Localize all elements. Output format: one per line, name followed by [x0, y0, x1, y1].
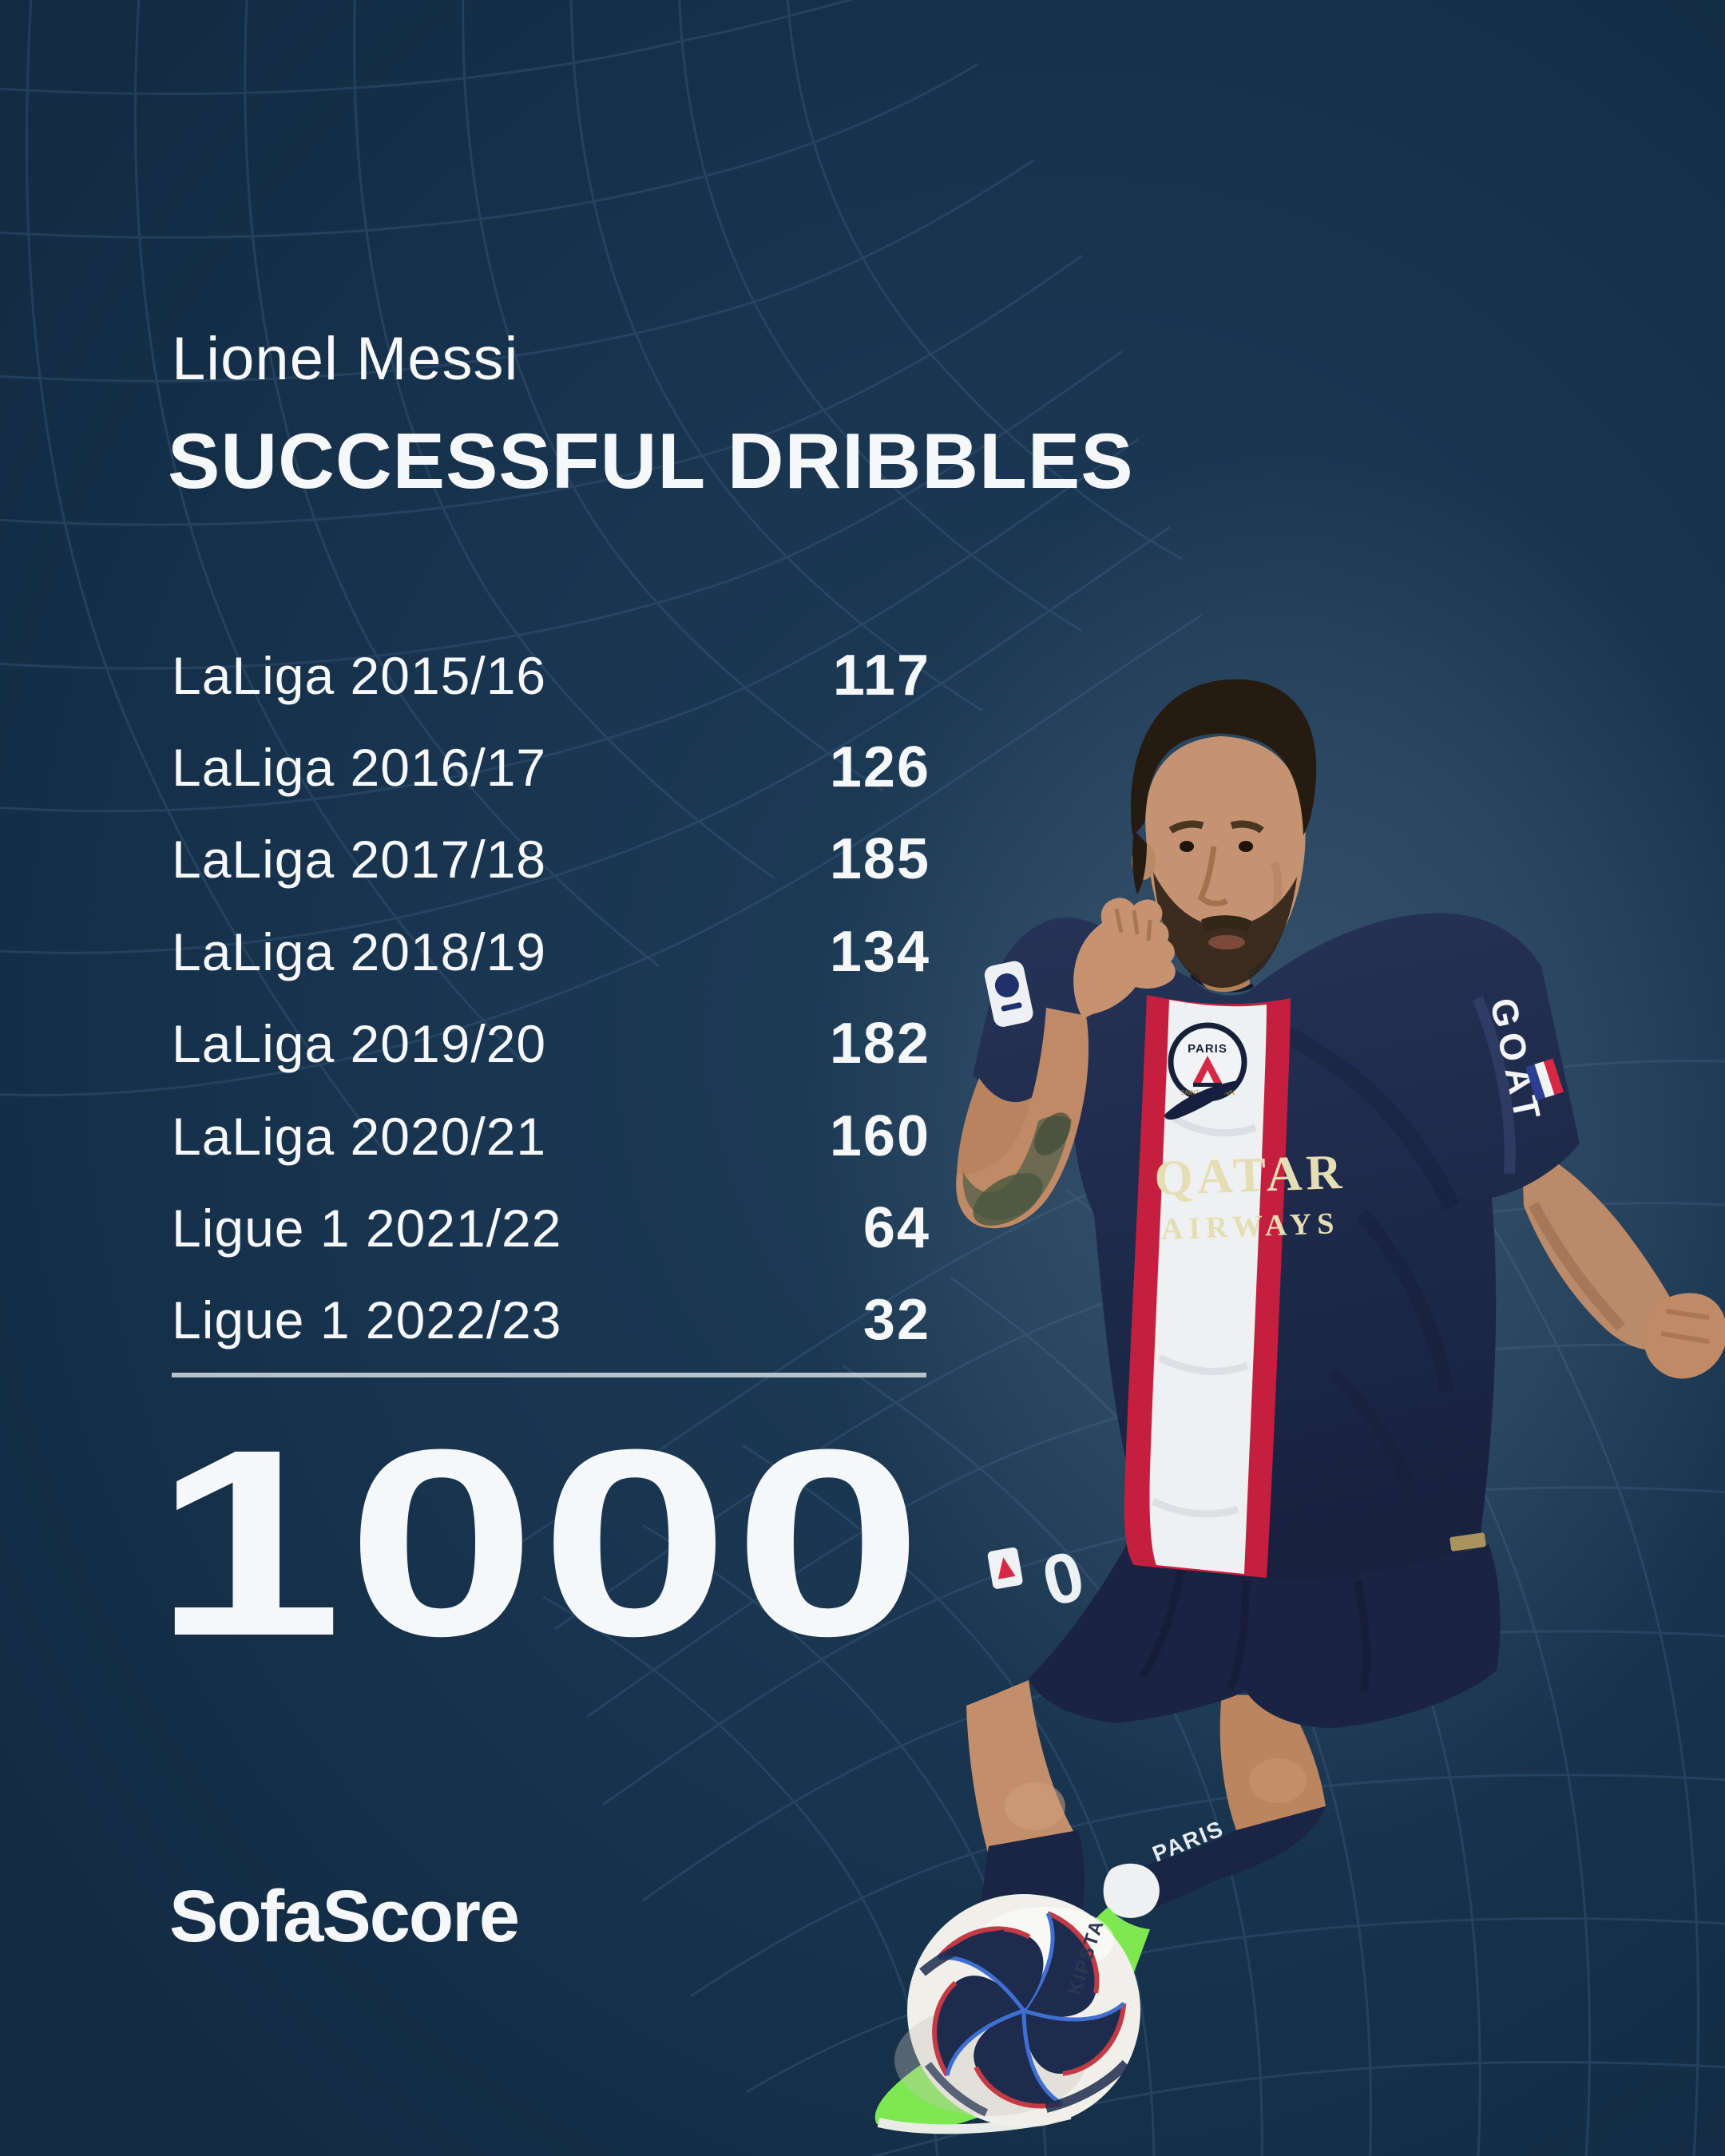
stat-label: Ligue 1 2021/22	[172, 1199, 562, 1258]
divider-line	[172, 1373, 926, 1377]
page-title: SUCCESSFUL DRIBBLES	[168, 417, 1134, 505]
stat-value: 64	[862, 1196, 930, 1261]
stat-label: LaLiga 2016/17	[172, 738, 547, 798]
stat-value: 32	[862, 1288, 930, 1353]
stat-row: LaLiga 2016/17 126	[172, 721, 930, 813]
stat-row: LaLiga 2015/16 117	[172, 629, 930, 721]
stat-row: Ligue 1 2022/23 32	[172, 1274, 930, 1366]
player-name: Lionel Messi	[172, 325, 519, 393]
stat-label: Ligue 1 2022/23	[172, 1290, 562, 1350]
stat-value: 126	[829, 735, 930, 800]
stat-row: LaLiga 2018/19 134	[172, 906, 930, 997]
stat-value: 185	[829, 827, 930, 892]
stats-list: LaLiga 2015/16 117 LaLiga 2016/17 126 La…	[172, 629, 930, 1366]
total-dribbles-value: 1000	[153, 1394, 927, 1691]
stat-label: LaLiga 2015/16	[172, 645, 547, 705]
stat-label: LaLiga 2019/20	[172, 1014, 547, 1074]
stat-row: Ligue 1 2021/22 64	[172, 1182, 930, 1274]
sofascore-logo: SofaScore	[169, 1876, 520, 1957]
stat-label: LaLiga 2018/19	[172, 921, 547, 981]
stat-row: LaLiga 2020/21 160	[172, 1090, 930, 1182]
stat-value: 134	[829, 919, 930, 984]
stat-row: LaLiga 2019/20 182	[172, 998, 930, 1090]
stat-value: 160	[829, 1104, 930, 1168]
stat-value: 117	[832, 643, 930, 707]
stat-label: LaLiga 2017/18	[172, 830, 547, 890]
stat-label: LaLiga 2020/21	[172, 1106, 547, 1166]
stat-value: 182	[829, 1012, 930, 1076]
stat-row: LaLiga 2017/18 185	[172, 814, 930, 906]
